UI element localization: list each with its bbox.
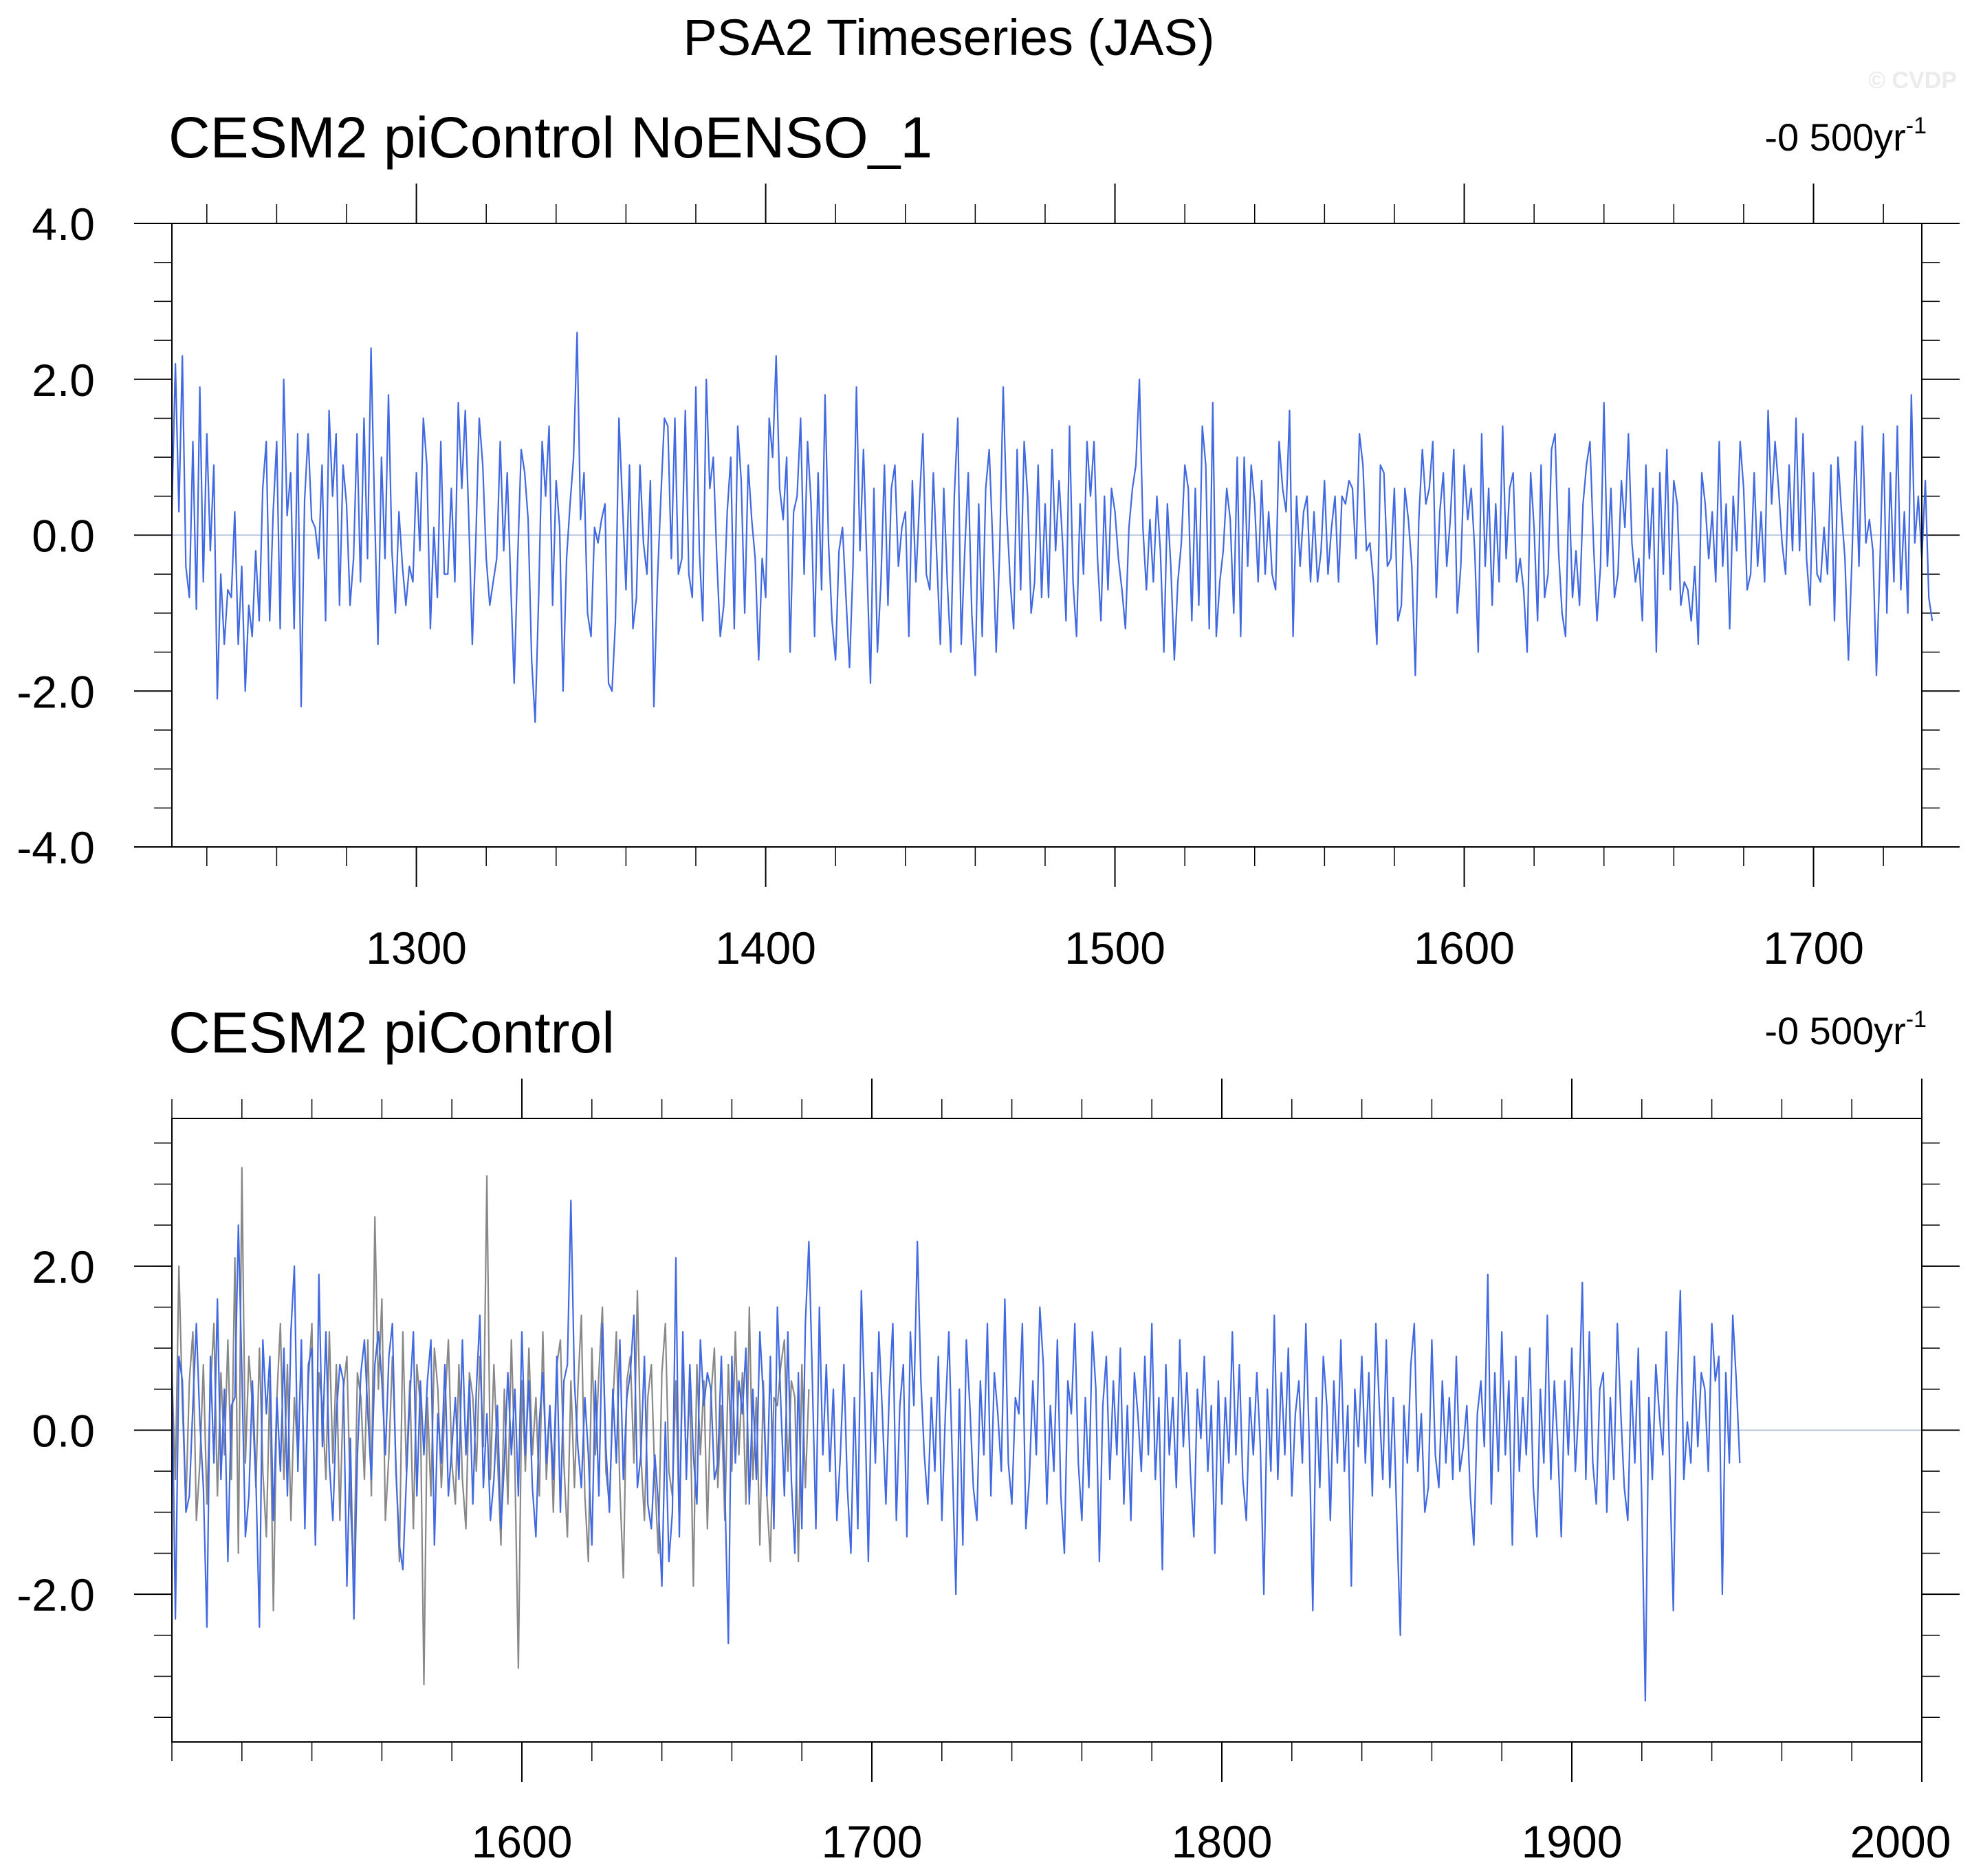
panel-2-title: CESM2 piControl [168,1000,615,1065]
y-tick-label: 0.0 [32,511,95,562]
y-tick-label: -2.0 [17,1569,95,1620]
series-line [171,1200,1741,1702]
x-tick-label: 1700 [822,1816,923,1867]
panel-2-trend: -0 500yr-1 [1764,1008,1927,1052]
x-tick-label: 1600 [1414,923,1515,973]
panel-1-trend-value: -0 500yr [1764,115,1906,159]
plot-frame [171,1118,1922,1743]
panel-2-trend-value: -0 500yr [1764,1009,1906,1052]
main-title: PSA2 Timeseries (JAS) [683,9,1215,66]
reference-series-line [171,1167,810,1686]
y-tick-label: 2.0 [32,1242,95,1292]
panel-1-plot: -4.0 -2.0 0.0 2.0 4.0 1300 1400 1500 1600 1700 [17,184,1960,973]
x-tick-label: 1700 [1763,923,1864,973]
plot-frame [171,223,1922,848]
panel-1-title: CESM2 piControl NoENSO_1 [168,105,933,170]
y-tick-label: 0.0 [32,1406,95,1457]
x-tick-label: 1400 [715,923,816,973]
x-tick-label: 1300 [366,923,467,973]
panel-1-trend-exponent: -1 [1905,113,1927,139]
x-tick-label: 2000 [1850,1816,1951,1867]
y-tick-label: 4.0 [32,199,95,250]
panel-2-trend-exponent: -1 [1905,1006,1927,1033]
x-tick-label: 1800 [1172,1816,1273,1867]
x-tick-label: 1500 [1064,923,1165,973]
x-tick-label: 1900 [1522,1816,1623,1867]
x-tick-label: 1600 [472,1816,573,1867]
y-tick-label: 2.0 [32,355,95,406]
series-line [171,331,1933,723]
y-tick-label: -2.0 [17,666,95,717]
credit-watermark: © CVDP [1868,67,1957,93]
y-tick-label: -4.0 [17,822,95,873]
panel-2-plot: -2.0 0.0 2.0 1600 1700 1800 1900 2000 [17,1079,1960,1867]
panel-1-trend: -0 500yr-1 [1764,114,1927,159]
